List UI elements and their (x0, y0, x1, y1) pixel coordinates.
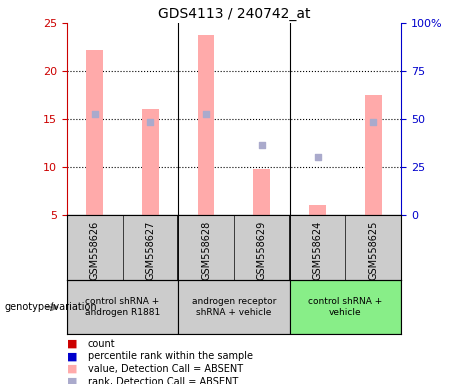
Text: GSM558627: GSM558627 (145, 220, 155, 280)
Text: rank, Detection Call = ABSENT: rank, Detection Call = ABSENT (88, 377, 238, 384)
Text: genotype/variation: genotype/variation (5, 302, 97, 312)
Bar (309, 205, 326, 215)
Point (314, 154, 321, 161)
Text: ■: ■ (67, 377, 77, 384)
Text: GSM558626: GSM558626 (90, 220, 100, 280)
Text: GSM558624: GSM558624 (313, 220, 323, 280)
Bar (67, 280, 178, 334)
Bar (290, 280, 401, 334)
Text: ■: ■ (67, 339, 77, 349)
Text: percentile rank within the sample: percentile rank within the sample (88, 351, 253, 361)
Text: control shRNA +
vehicle: control shRNA + vehicle (308, 298, 383, 317)
Bar (142, 109, 159, 215)
Text: count: count (88, 339, 115, 349)
Text: GSM558629: GSM558629 (257, 220, 267, 280)
Point (91, 111, 98, 118)
Text: ■: ■ (67, 364, 77, 374)
Title: GDS4113 / 240742_at: GDS4113 / 240742_at (158, 7, 310, 21)
Text: ■: ■ (67, 351, 77, 361)
Point (370, 119, 377, 125)
Point (258, 142, 266, 148)
Bar (178, 280, 290, 334)
Bar (365, 95, 382, 215)
Bar (86, 50, 103, 215)
Bar (198, 35, 214, 215)
Text: GSM558625: GSM558625 (368, 220, 378, 280)
Point (147, 119, 154, 125)
Point (202, 111, 210, 118)
Bar (254, 169, 270, 215)
Text: GSM558628: GSM558628 (201, 220, 211, 280)
Text: androgen receptor
shRNA + vehicle: androgen receptor shRNA + vehicle (192, 298, 276, 317)
Text: control shRNA +
androgen R1881: control shRNA + androgen R1881 (85, 298, 160, 317)
Text: value, Detection Call = ABSENT: value, Detection Call = ABSENT (88, 364, 242, 374)
